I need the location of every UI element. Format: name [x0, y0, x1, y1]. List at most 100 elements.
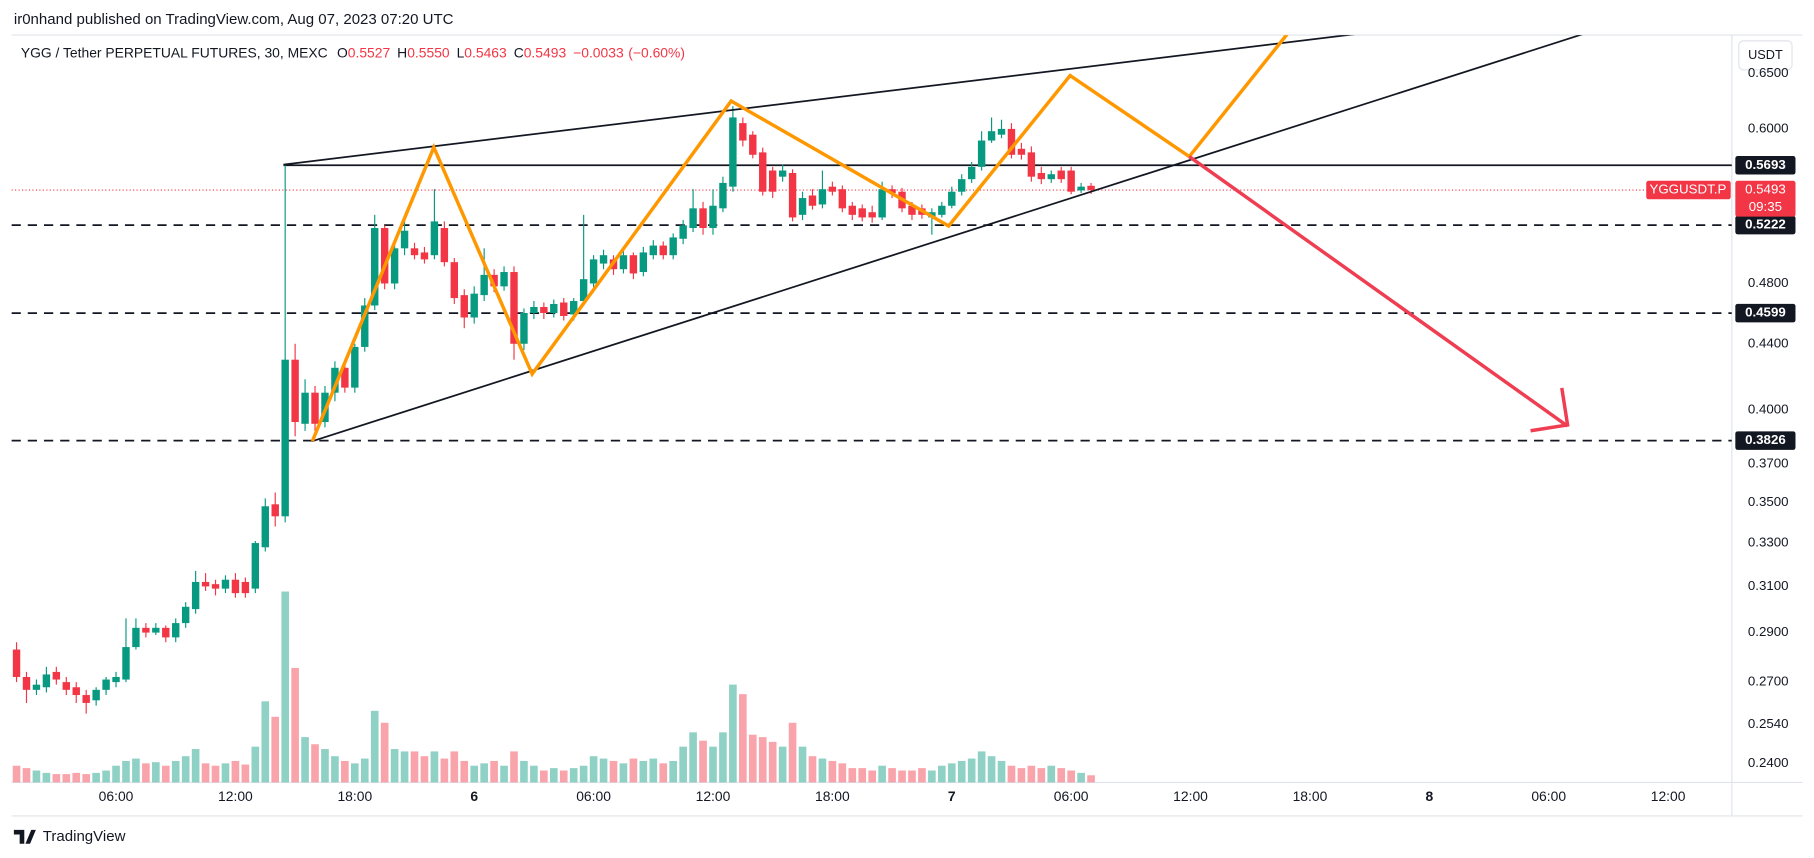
volume-bar	[898, 770, 906, 783]
volume-bar	[619, 763, 628, 783]
volume-bar	[768, 741, 777, 783]
volume-bar	[659, 763, 668, 783]
volume-bar	[201, 763, 210, 783]
legend-value: 0.5550	[407, 44, 450, 60]
level-badge	[1735, 215, 1796, 235]
volume-bar	[699, 740, 707, 783]
volume-bar	[629, 758, 638, 783]
volume-bar	[1077, 772, 1085, 783]
last-price-badge	[1735, 180, 1796, 217]
candle-body	[331, 367, 339, 393]
volume-bar	[569, 768, 578, 783]
candle-body	[271, 504, 279, 517]
volume-bar	[161, 765, 170, 783]
candle-body	[181, 606, 190, 624]
volume-bar	[291, 667, 299, 783]
candle-body	[958, 179, 966, 192]
volume-bar	[271, 716, 280, 783]
legend-value: 0.5493	[524, 44, 567, 60]
candle-body	[241, 581, 250, 594]
candle-body	[450, 262, 459, 299]
candle-body	[490, 274, 498, 287]
candle-body	[500, 272, 508, 287]
x-tick-label: 06:00	[1531, 788, 1566, 804]
candle-body	[669, 237, 677, 256]
candle-body	[997, 128, 1006, 135]
candle-body	[112, 676, 120, 683]
candle-body	[142, 627, 150, 633]
volume-bar	[181, 756, 190, 783]
volume-bar	[490, 760, 498, 783]
volume-bar	[460, 760, 469, 783]
candle-body	[221, 579, 230, 589]
y-tick-label: 0.3100	[1748, 578, 1789, 593]
volume-bar	[729, 684, 737, 783]
volume-bar	[360, 758, 369, 783]
x-tick-label: 06:00	[99, 788, 134, 804]
volume-bar	[649, 758, 658, 783]
candle-body	[1057, 170, 1065, 180]
volume-bar	[997, 760, 1006, 783]
candle-body	[739, 123, 747, 141]
volume-bar	[549, 768, 558, 783]
candle-body	[1077, 186, 1085, 191]
candle-body	[828, 186, 837, 192]
candle-body	[1087, 185, 1095, 191]
publish-header: ir0nhand published on TradingView.com, A…	[14, 11, 454, 28]
candle-body	[420, 252, 429, 260]
volume-bar	[758, 737, 767, 783]
legend-change: −0.0033	[573, 44, 624, 60]
volume-bar	[480, 763, 488, 783]
x-tick-label: 06:00	[576, 788, 611, 804]
y-tick-label: 0.2900	[1748, 624, 1789, 639]
volume-bar	[311, 744, 319, 783]
volume-bar	[410, 751, 419, 783]
volume-bar	[470, 765, 479, 783]
candle-body	[768, 170, 777, 192]
volume-bar	[888, 768, 896, 783]
volume-bar	[1047, 765, 1056, 783]
candle-body	[599, 255, 608, 264]
volume-bar	[1057, 768, 1066, 783]
level-label: 0.3826	[1745, 432, 1786, 447]
candle-body	[1017, 148, 1026, 155]
volume-bar	[689, 732, 697, 783]
candle-body	[818, 189, 827, 205]
candle-body	[729, 117, 737, 187]
volume-bar	[12, 765, 21, 783]
candle-body	[152, 627, 160, 633]
volume-bar	[977, 751, 986, 783]
volume-bar	[918, 768, 926, 783]
candle-body	[162, 627, 170, 638]
candle-body	[719, 182, 727, 209]
currency-button[interactable]	[1738, 40, 1793, 71]
volume-bar	[430, 751, 439, 783]
candle-body	[1047, 174, 1055, 180]
candle-body	[261, 506, 269, 548]
level-badge	[1735, 431, 1796, 450]
volume-bar	[72, 772, 81, 783]
candle-body	[172, 623, 180, 638]
volume-bar	[440, 758, 449, 783]
countdown-label: 09:35	[1749, 199, 1782, 214]
volume-bar	[719, 732, 727, 783]
y-tick-label: 0.3500	[1748, 494, 1789, 509]
x-tick-label: 18:00	[1293, 788, 1328, 804]
volume-bar	[102, 770, 110, 783]
candle-body	[858, 208, 866, 218]
x-tick-label: 18:00	[337, 788, 372, 804]
candle-body	[987, 131, 996, 141]
volume-bar	[420, 756, 429, 783]
volume-bar	[321, 749, 329, 783]
candle-body	[301, 392, 309, 424]
volume-bar	[350, 763, 359, 783]
x-tick-label: 12:00	[218, 788, 253, 804]
volume-bar	[390, 749, 399, 783]
candle-body	[102, 679, 110, 690]
candle-body	[470, 293, 478, 318]
volume-bar	[928, 770, 936, 783]
volume-bar	[778, 746, 787, 783]
volume-bar	[132, 758, 140, 783]
volume-bar	[739, 694, 747, 783]
candle-body	[1067, 170, 1075, 192]
